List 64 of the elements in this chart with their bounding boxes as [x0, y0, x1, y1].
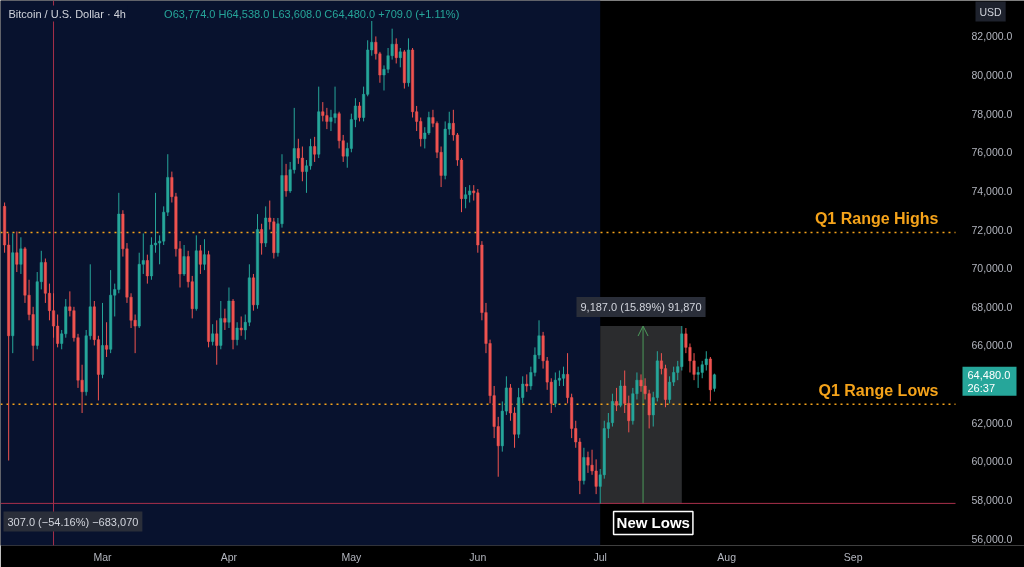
candlestick	[696, 366, 700, 389]
candlestick	[56, 314, 60, 348]
x-tick-label: May	[341, 550, 363, 563]
candlestick	[464, 186, 468, 209]
band-label: 9,187.0 (15.89%) 91,870	[580, 301, 702, 314]
candlestick	[582, 447, 586, 485]
candlestick	[668, 375, 672, 404]
candlestick	[235, 321, 239, 346]
candlestick	[182, 244, 186, 277]
y-tick-label: 70,000.0	[971, 262, 1013, 275]
candlestick	[203, 238, 206, 271]
candlestick	[394, 37, 398, 64]
y-tick-label: 66,000.0	[971, 339, 1013, 352]
candlestick	[313, 136, 317, 163]
candlestick	[358, 101, 361, 122]
ref-line-label: 307.0 (−54.16%) −683,070	[7, 515, 139, 528]
y-tick-label: 76,000.0	[971, 146, 1013, 159]
y-tick-label: 68,000.0	[971, 300, 1013, 313]
candlestick	[260, 223, 264, 256]
candlestick	[239, 315, 243, 337]
candlestick	[198, 244, 202, 275]
annotation: 64,480.0	[967, 368, 1011, 381]
annotation: New Lows	[616, 514, 690, 532]
candlestick	[615, 387, 619, 412]
ref-line-label: Q1 Range Highs	[814, 210, 939, 228]
ref-line-label: Q1 Range Lows	[818, 382, 939, 400]
y-tick-label: 82,000.0	[971, 30, 1013, 43]
candlestick	[586, 451, 590, 474]
candlestick	[562, 366, 565, 387]
x-tick-label: Sep	[843, 550, 863, 563]
candlestick	[15, 230, 19, 273]
annotation: 26:37	[967, 381, 996, 394]
candlestick	[619, 379, 623, 408]
x-tick-label: Jun	[469, 550, 487, 563]
candlestick	[223, 308, 227, 331]
y-tick-label: 80,000.0	[971, 69, 1013, 82]
y-axis-title: USD	[979, 5, 1003, 18]
y-tick-label: 58,000.0	[971, 493, 1013, 506]
candlestick	[19, 236, 23, 275]
y-tick-label: 62,000.0	[971, 416, 1013, 429]
y-tick-label: 72,000.0	[971, 223, 1013, 236]
candlestick	[145, 254, 149, 285]
candlestick	[300, 146, 304, 182]
candlestick	[215, 319, 219, 366]
y-tick-label: 78,000.0	[971, 107, 1013, 120]
text: O63,774.0 H64,538.0 L63,608.0 C64,480.0 +709.0 (+1.11%)	[164, 7, 460, 20]
x-tick-label: Aug	[717, 550, 737, 563]
y-tick-label: 74,000.0	[971, 184, 1013, 197]
x-tick-label: Jul	[593, 550, 607, 563]
candlestick	[610, 393, 614, 428]
candlestick	[211, 323, 215, 346]
candlestick	[553, 371, 557, 408]
candlestick	[309, 138, 313, 171]
candlestick	[105, 321, 109, 358]
candlestick	[227, 286, 231, 329]
x-tick-label: Mar	[93, 550, 113, 563]
y-tick-label: 60,000.0	[971, 455, 1013, 468]
candlestick	[284, 163, 288, 198]
candlestick	[398, 47, 402, 68]
y-tick-label: 56,000.0	[971, 532, 1013, 545]
x-tick-label: Apr	[220, 550, 238, 563]
text: Bitcoin / U.S. Dollar · 4h	[8, 7, 126, 20]
candlestick	[427, 111, 431, 136]
candlestick	[325, 107, 329, 130]
